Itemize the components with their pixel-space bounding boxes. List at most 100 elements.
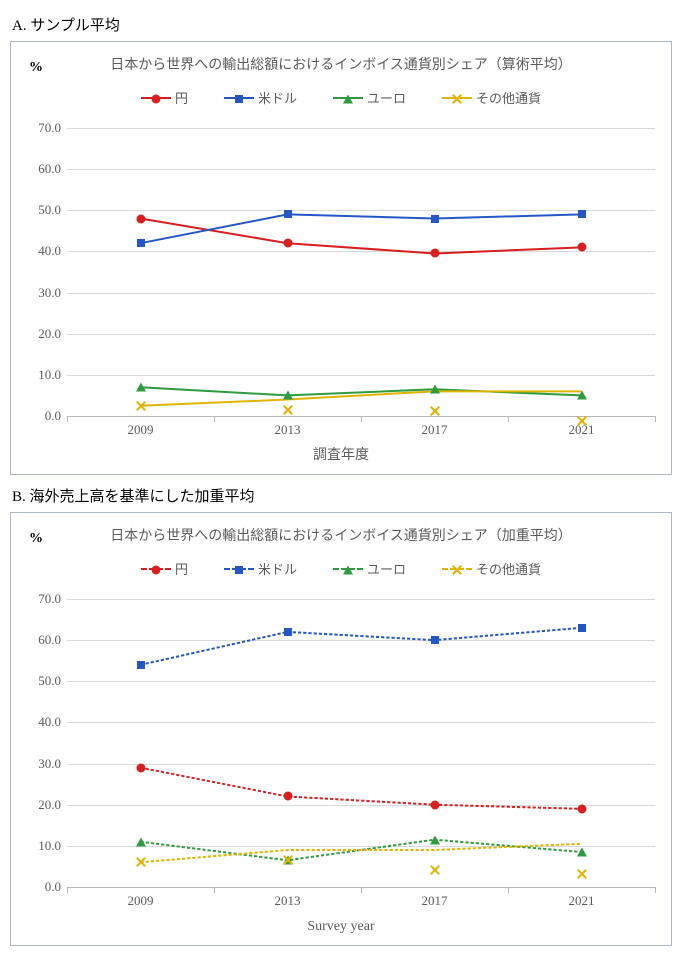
legend: 円 米ドル ユーロ その他通貨 xyxy=(11,559,671,578)
data-marker-yen xyxy=(430,800,439,809)
y-axis-unit: % xyxy=(29,531,43,547)
data-marker-other xyxy=(577,416,587,426)
y-tick-label: 50.0 xyxy=(38,202,67,218)
data-marker-usd xyxy=(137,661,145,669)
x-tick xyxy=(508,416,509,422)
chart-b: 日本から世界への輸出総額におけるインボイス通貨別シェア（加重平均）% 円 米ドル ユー… xyxy=(10,512,672,946)
legend-item-usd: 米ドル xyxy=(224,559,297,578)
data-marker-yen xyxy=(136,763,145,772)
x-tick-label: 2013 xyxy=(275,416,301,438)
y-tick-label: 30.0 xyxy=(38,756,67,772)
data-marker-usd xyxy=(431,636,439,644)
data-marker-usd xyxy=(137,239,145,247)
data-marker-usd xyxy=(578,624,586,632)
series-line-other xyxy=(141,844,582,863)
y-tick-label: 40.0 xyxy=(38,243,67,259)
data-marker-yen xyxy=(136,214,145,223)
data-marker-other xyxy=(430,865,440,875)
data-marker-eur xyxy=(136,837,146,846)
x-axis-title: Survey year xyxy=(11,919,671,935)
y-tick-label: 70.0 xyxy=(38,591,67,607)
y-tick-label: 20.0 xyxy=(38,326,67,342)
x-tick-label: 2009 xyxy=(128,887,154,909)
series-lines xyxy=(67,128,655,416)
data-marker-usd xyxy=(284,210,292,218)
y-axis-unit: % xyxy=(29,60,43,76)
legend: 円 米ドル ユーロ その他通貨 xyxy=(11,88,671,107)
series-line-yen xyxy=(141,219,582,254)
x-tick xyxy=(214,416,215,422)
data-marker-usd xyxy=(431,215,439,223)
x-tick xyxy=(67,887,68,893)
legend-item-eur: ユーロ xyxy=(333,88,406,107)
legend-label: 円 xyxy=(175,88,188,107)
data-marker-other xyxy=(430,406,440,416)
data-marker-eur xyxy=(430,835,440,844)
data-marker-usd xyxy=(284,628,292,636)
data-marker-yen xyxy=(283,239,292,248)
data-marker-other xyxy=(283,405,293,415)
legend-label: 米ドル xyxy=(258,559,297,578)
data-marker-eur xyxy=(577,848,587,857)
data-marker-yen xyxy=(283,792,292,801)
x-tick-label: 2009 xyxy=(128,416,154,438)
plot-area: 0.010.020.030.040.050.060.070.0200920132… xyxy=(67,128,655,416)
series-lines xyxy=(67,599,655,887)
legend-item-eur: ユーロ xyxy=(333,559,406,578)
legend-label: 円 xyxy=(175,559,188,578)
legend-label: その他通貨 xyxy=(476,88,541,107)
data-marker-yen xyxy=(577,243,586,252)
legend-item-other: その他通貨 xyxy=(442,559,541,578)
x-tick xyxy=(361,416,362,422)
x-tick xyxy=(214,887,215,893)
x-tick xyxy=(361,887,362,893)
legend-item-yen: 円 xyxy=(141,88,188,107)
data-marker-eur xyxy=(430,385,440,394)
y-tick-label: 70.0 xyxy=(38,120,67,136)
y-tick-label: 0.0 xyxy=(45,408,67,424)
y-tick-label: 50.0 xyxy=(38,673,67,689)
x-tick-label: 2013 xyxy=(275,887,301,909)
data-marker-other xyxy=(577,869,587,879)
y-tick-label: 0.0 xyxy=(45,879,67,895)
y-tick-label: 10.0 xyxy=(38,367,67,383)
data-marker-eur xyxy=(283,391,293,400)
data-marker-other xyxy=(283,855,293,865)
y-tick-label: 60.0 xyxy=(38,161,67,177)
section-a-heading: A. サンプル平均 xyxy=(12,14,678,35)
x-tick xyxy=(655,416,656,422)
y-tick-label: 10.0 xyxy=(38,838,67,854)
data-marker-eur xyxy=(136,383,146,392)
data-marker-other xyxy=(136,401,146,411)
chart-title: 日本から世界への輸出総額におけるインボイス通貨別シェア（加重平均） xyxy=(11,525,671,545)
chart-a: 日本から世界への輸出総額におけるインボイス通貨別シェア（算術平均）% 円 米ドル ユー… xyxy=(10,41,672,475)
legend-item-usd: 米ドル xyxy=(224,88,297,107)
legend-item-yen: 円 xyxy=(141,559,188,578)
y-tick-label: 30.0 xyxy=(38,285,67,301)
data-marker-usd xyxy=(578,210,586,218)
x-tick-label: 2017 xyxy=(422,416,448,438)
chart-title: 日本から世界への輸出総額におけるインボイス通貨別シェア（算術平均） xyxy=(11,54,671,74)
x-tick xyxy=(508,887,509,893)
data-marker-yen xyxy=(430,249,439,258)
plot-area: 0.010.020.030.040.050.060.070.0200920132… xyxy=(67,599,655,887)
x-tick xyxy=(67,416,68,422)
section-b-heading: B. 海外売上高を基準にした加重平均 xyxy=(12,485,678,506)
x-tick xyxy=(655,887,656,893)
y-tick-label: 60.0 xyxy=(38,632,67,648)
data-marker-yen xyxy=(577,804,586,813)
series-line-yen xyxy=(141,768,582,809)
x-tick-label: 2017 xyxy=(422,887,448,909)
legend-label: その他通貨 xyxy=(476,559,541,578)
y-tick-label: 20.0 xyxy=(38,797,67,813)
y-tick-label: 40.0 xyxy=(38,714,67,730)
legend-label: 米ドル xyxy=(258,88,297,107)
series-line-usd xyxy=(141,628,582,665)
data-marker-other xyxy=(136,857,146,867)
legend-item-other: その他通貨 xyxy=(442,88,541,107)
legend-label: ユーロ xyxy=(367,559,406,578)
legend-label: ユーロ xyxy=(367,88,406,107)
data-marker-eur xyxy=(577,391,587,400)
x-tick-label: 2021 xyxy=(569,887,595,909)
x-axis-title: 調査年度 xyxy=(11,444,671,464)
